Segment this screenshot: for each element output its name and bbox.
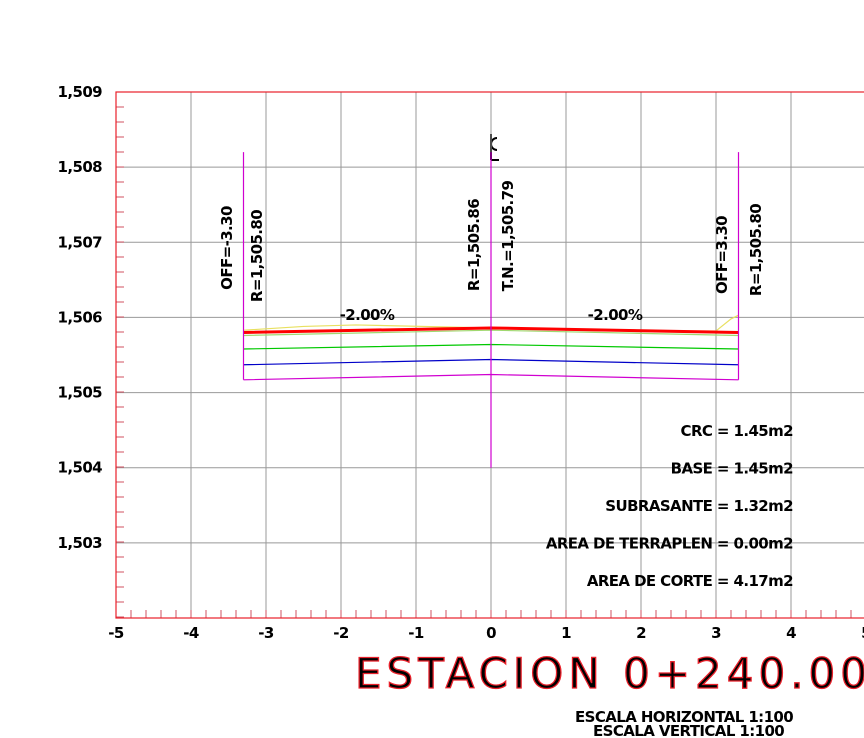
area-label: BASE = 1.45m2	[671, 460, 794, 478]
y-tick-label: 1,508	[58, 158, 103, 176]
y-tick-label: 1,504	[58, 459, 103, 477]
area-label: AREA DE TERRAPLEN = 0.00m2	[546, 535, 793, 553]
y-tick-label: 1,503	[58, 534, 103, 552]
title: ESTACION 0+240.00	[355, 649, 864, 698]
x-tick-label: 2	[636, 624, 646, 642]
x-tick-label: -2	[333, 624, 349, 642]
annotation: R=1,505.80	[747, 204, 765, 296]
x-tick-label: 5	[861, 624, 864, 642]
x-tick-label: 1	[561, 624, 571, 642]
y-tick-label: 1,506	[58, 308, 103, 326]
y-tick-label: 1,507	[58, 233, 103, 251]
subtitle: ESCALA VERTICAL 1:100	[593, 722, 784, 738]
y-tick-label: 1,505	[58, 384, 103, 402]
annotation: OFF=3.30	[713, 216, 731, 294]
x-tick-label: -1	[408, 624, 424, 642]
y-tick-label: 1,509	[58, 83, 103, 101]
x-tick-label: 3	[711, 624, 721, 642]
x-tick-label: -4	[183, 624, 199, 642]
frame	[115, 91, 864, 619]
annotation: -2.00%	[588, 306, 643, 324]
area-label: SUBRASANTE = 1.32m2	[605, 497, 793, 515]
annotation: T.N.=1,505.79	[499, 180, 517, 291]
area-label: CRC = 1.45m2	[681, 422, 794, 440]
centerline-symbol	[490, 134, 499, 161]
x-tick-label: -5	[108, 624, 124, 642]
x-tick-label: -3	[258, 624, 274, 642]
annotation: R=1,505.80	[248, 210, 266, 302]
subtitle: ESCALA HORIZONTAL 1:100	[575, 708, 793, 726]
annotation: -2.00%	[340, 306, 395, 324]
area-label: AREA DE CORTE = 4.17m2	[587, 572, 793, 590]
x-tick-label: 4	[786, 624, 796, 642]
annotation: R=1,505.86	[465, 199, 483, 291]
annotation: OFF=-3.30	[218, 206, 236, 290]
x-tick-label: 0	[486, 624, 496, 642]
